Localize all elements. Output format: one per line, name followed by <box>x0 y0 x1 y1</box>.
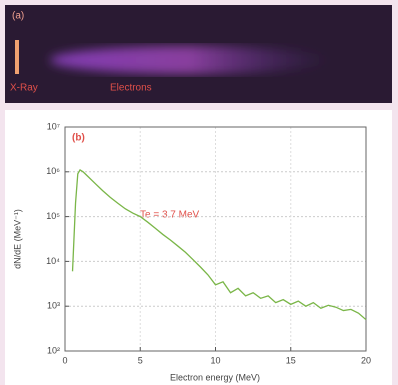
y-tick-label: 10⁷ <box>47 121 60 131</box>
electron-beam <box>50 46 330 74</box>
y-tick-label: 10³ <box>47 301 60 311</box>
x-tick-label: 5 <box>138 355 143 365</box>
panel-label: (a) <box>12 11 24 22</box>
y-axis-label: dN/dE (MeV⁻¹) <box>12 209 22 269</box>
figure: (a) X-Ray Electrons (b) Te = 3.7 MeV Ele… <box>0 0 398 385</box>
annotation: Electrons <box>110 83 152 94</box>
x-tick-label: 0 <box>62 355 67 365</box>
y-tick-label: 10⁵ <box>46 211 60 221</box>
x-tick-label: 10 <box>210 355 220 365</box>
x-ray-spot <box>15 40 19 74</box>
annotation: X-Ray <box>10 83 38 94</box>
y-tick-label: 10⁶ <box>46 166 60 176</box>
chart-panel <box>5 110 392 385</box>
x-tick-label: 15 <box>286 355 296 365</box>
x-axis-label: Electron energy (MeV) <box>170 372 260 382</box>
panel-label: (b) <box>72 133 85 144</box>
annotation: Te = 3.7 MeV <box>140 210 200 221</box>
y-tick-label: 10⁴ <box>46 256 60 266</box>
x-tick-label: 20 <box>361 355 371 365</box>
y-tick-label: 10² <box>47 345 60 355</box>
